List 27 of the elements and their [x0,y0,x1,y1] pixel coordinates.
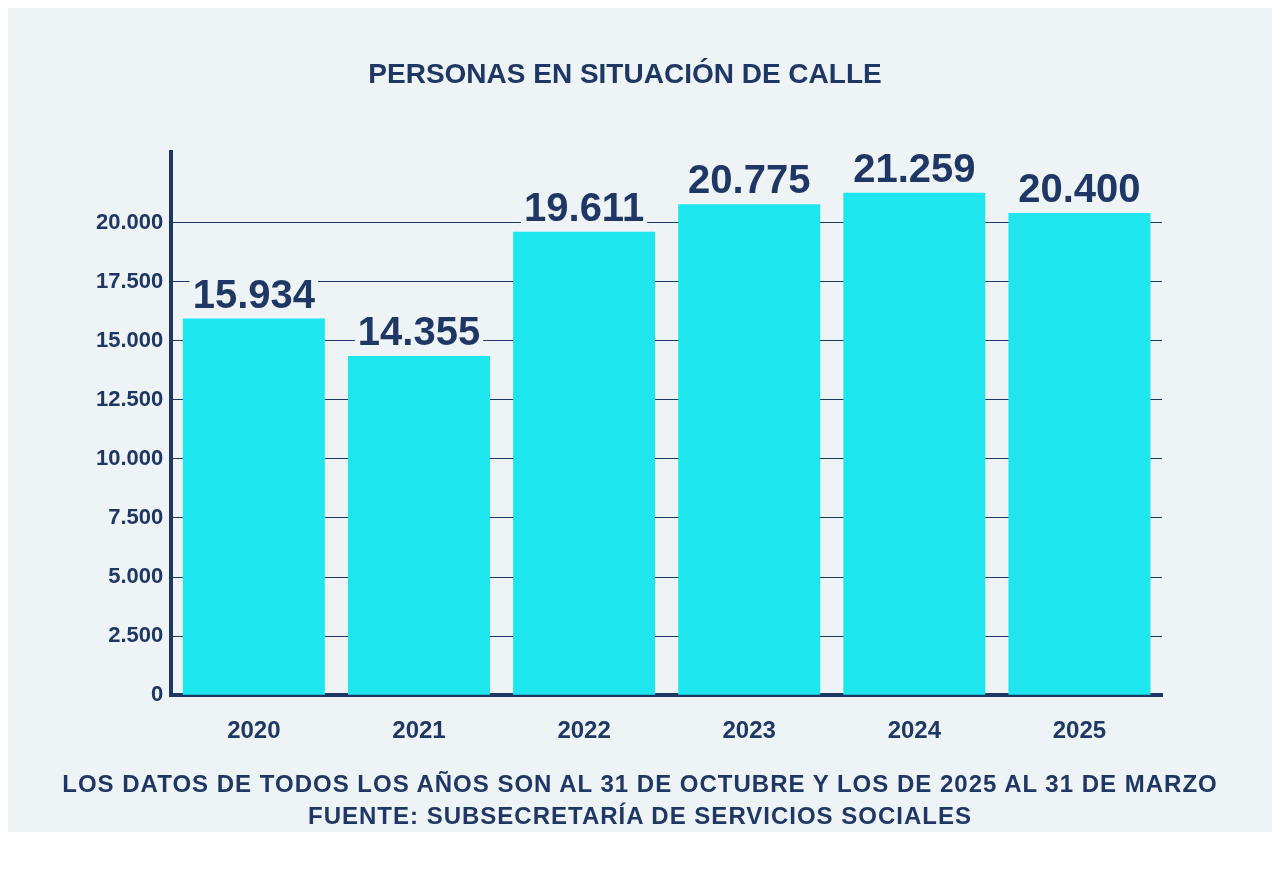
y-tick-label: 7.500 [108,504,164,529]
x-tick-label: 2023 [722,716,776,744]
data-label: 19.611 [524,184,645,229]
y-tick-label: 20.000 [95,208,164,234]
text: LOS DATOS DE TODOS LOS AÑOS SON AL 31 DE OCTUBRE Y LOS DE 2025 AL 31 DE MARZO [61,769,1219,799]
x-tick-label: 2020 [227,716,281,744]
data-label: 14.355 [357,308,481,353]
source-note: FUENTE: SUBSECRETARÍA DE SERVICIOS SOCIALES [307,801,973,831]
x-tick-label: 2024 [887,716,942,744]
data-label: 20.775 [688,157,811,202]
y-tick-label: 12.500 [95,385,164,411]
y-tick-label: 10.000 [95,444,164,470]
y-tick-label: 15.000 [95,326,164,352]
y-tick-label: 0 [151,681,164,707]
y-tick-label: 2.500 [108,622,164,648]
bar [513,231,656,695]
x-tick-label: 2022 [557,716,611,744]
data-label: 21.259 [853,145,976,190]
data-label: 20.400 [1018,166,1141,211]
bar [347,355,490,695]
bar [182,318,325,695]
y-tick-label: 5.000 [108,563,164,589]
y-tick-label: 17.500 [95,267,164,293]
x-tick-label: 2021 [392,716,446,744]
data-label: 15.934 [192,271,316,316]
chart-title: PERSONAS EN SITUACIÓN DE CALLE [368,57,882,89]
x-tick-label: 2025 [1052,716,1107,744]
